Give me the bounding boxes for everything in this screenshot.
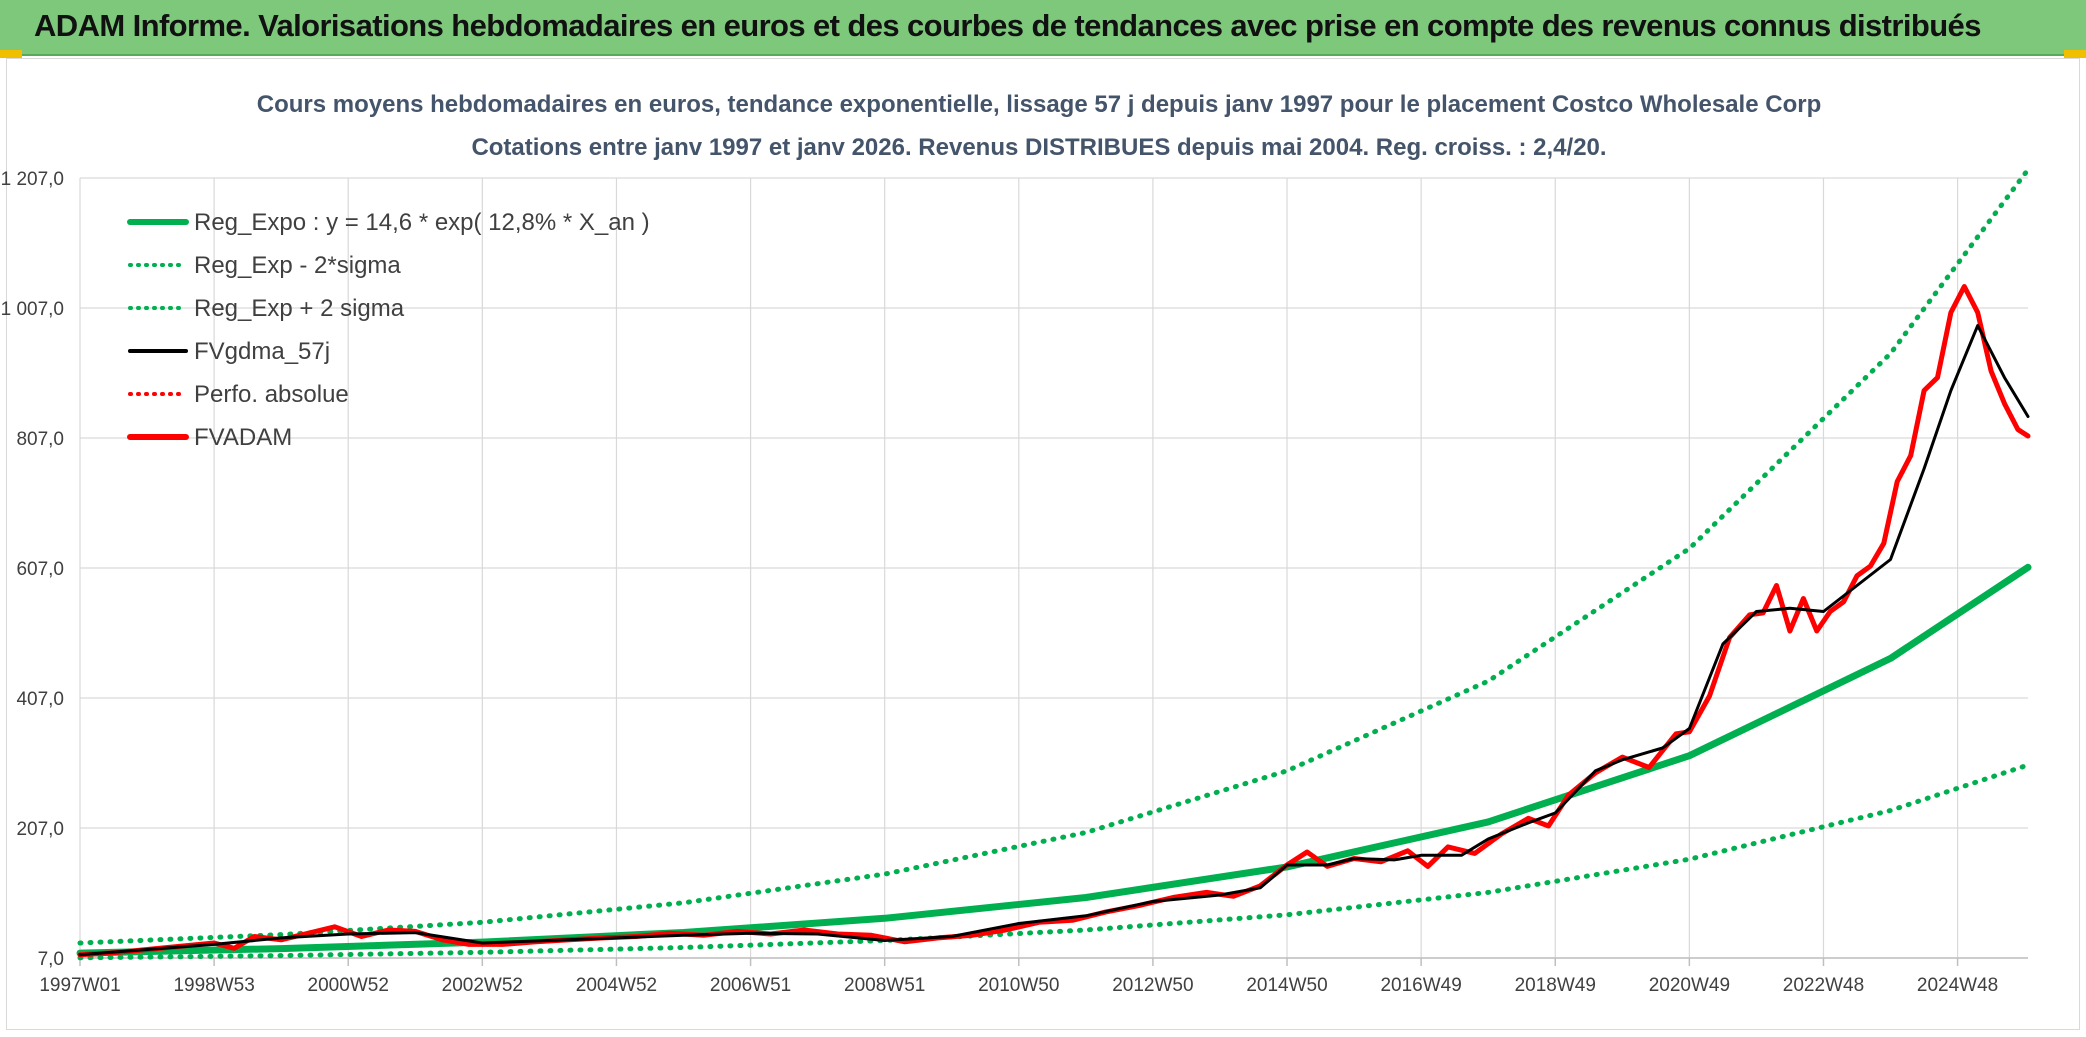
x-axis: 1997W01 1998W53 2000W52 2002W52 2004W52 2006W… xyxy=(39,957,2028,996)
x-tick-label: 2010W50 xyxy=(978,975,1059,996)
legend-label: Reg_Expo : y = 14,6 * exp( 12,8% * X_an … xyxy=(194,209,650,236)
report-title: ADAM Informe. Valorisations hebdomadaire… xyxy=(34,8,1981,43)
legend-label: Perfo. absolue xyxy=(194,381,349,408)
x-tick-label: 2022W48 xyxy=(1783,975,1864,996)
corner-accent-right xyxy=(2064,50,2086,58)
y-tick-label: 407,0 xyxy=(16,689,64,710)
y-tick-label: 807,0 xyxy=(16,429,64,450)
x-tick-label: 2008W51 xyxy=(844,975,925,996)
x-tick-label: 2024W48 xyxy=(1917,975,1998,996)
x-tick-label: 2020W49 xyxy=(1649,975,1730,996)
y-tick-label: 1 007,0 xyxy=(1,299,64,320)
corner-accent-left xyxy=(0,50,22,58)
x-tick-label: 2012W50 xyxy=(1112,975,1193,996)
x-tick-label: 1998W53 xyxy=(173,975,254,996)
legend-label: FVADAM xyxy=(194,424,292,451)
legend: Reg_Expo : y = 14,6 * exp( 12,8% * X_an … xyxy=(127,209,650,451)
y-tick-label: 607,0 xyxy=(16,559,64,580)
legend-label: Reg_Exp - 2*sigma xyxy=(194,252,401,279)
series-fvadam xyxy=(77,284,2031,958)
y-axis-labels: 7,0 207,0 407,0 607,0 807,0 1 007,0 1 207,0 xyxy=(1,169,64,970)
y-tick-label: 1 207,0 xyxy=(1,169,64,190)
legend-label: FVgdma_57j xyxy=(194,338,330,365)
chart-title: Cours moyens hebdomadaires en euros, ten… xyxy=(257,91,1821,118)
y-tick-label: 207,0 xyxy=(16,819,64,840)
series-fvgdma-57j xyxy=(78,324,2030,957)
series-reg-exp-2-sigma xyxy=(77,167,2031,946)
series-layer xyxy=(76,167,2032,961)
x-tick-label: 1997W01 xyxy=(39,975,120,996)
report-banner: ADAM Informe. Valorisations hebdomadaire… xyxy=(0,0,2086,56)
x-tick-label: 2014W50 xyxy=(1246,975,1327,996)
series-reg-exp-2-sigma xyxy=(77,762,2031,961)
legend-label: Reg_Exp + 2 sigma xyxy=(194,295,405,322)
x-tick-label: 2000W52 xyxy=(308,975,389,996)
chart-subtitle: Cotations entre janv 1997 et janv 2026. … xyxy=(471,134,1606,161)
x-tick-label: 2006W51 xyxy=(710,975,791,996)
chart-frame xyxy=(6,58,2080,1030)
x-tick-label: 2004W52 xyxy=(576,975,657,996)
x-tick-label: 2018W49 xyxy=(1515,975,1596,996)
y-tick-label: 7,0 xyxy=(38,949,64,970)
series-reg-expo xyxy=(76,563,2032,957)
x-tick-label: 2016W49 xyxy=(1380,975,1461,996)
x-tick-label: 2002W52 xyxy=(442,975,523,996)
